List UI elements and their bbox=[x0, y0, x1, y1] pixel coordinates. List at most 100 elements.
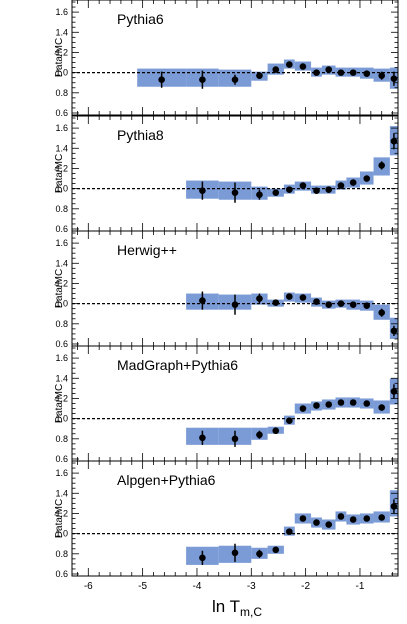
panel-4-plot-area bbox=[72, 378, 398, 447]
data-point bbox=[349, 399, 357, 406]
data-point bbox=[325, 401, 333, 408]
y-tick-label: 0.6 bbox=[55, 224, 68, 234]
data-point bbox=[349, 301, 357, 308]
data-point bbox=[231, 189, 239, 196]
data-point bbox=[337, 513, 345, 520]
data-point bbox=[313, 187, 320, 194]
data-point bbox=[363, 400, 371, 407]
y-tick-label: 0.6 bbox=[55, 454, 68, 464]
data-point bbox=[231, 76, 239, 83]
data-point bbox=[325, 521, 333, 528]
panel-5: 0.6 0.8 1.0 1.2 1.4 1.6 Data/MC Alpgen+Pythia6 bbox=[54, 460, 399, 579]
y-tick-label: 0.8 bbox=[55, 434, 68, 444]
y-tick-label: 0.6 bbox=[55, 569, 68, 579]
data-point bbox=[299, 63, 307, 70]
y-tick-label: 1.2 bbox=[55, 393, 68, 403]
data-point bbox=[378, 162, 386, 169]
data-point bbox=[299, 405, 307, 412]
data-point bbox=[299, 294, 307, 301]
panel-5-plot-area bbox=[72, 490, 398, 565]
data-point bbox=[378, 514, 386, 521]
data-point bbox=[272, 189, 280, 196]
y-tick-label: 1.6 bbox=[55, 353, 68, 363]
y-axis-label: Data/MC bbox=[54, 499, 65, 538]
data-point bbox=[158, 76, 165, 83]
data-point bbox=[363, 515, 371, 522]
y-tick-label: 1.2 bbox=[55, 508, 68, 518]
x-tick-label: -4 bbox=[193, 581, 202, 592]
data-point bbox=[349, 179, 357, 186]
y-tick-label: 1.0 bbox=[55, 184, 68, 194]
y-tick-label: 1.2 bbox=[55, 47, 68, 57]
data-point bbox=[363, 70, 371, 77]
data-point bbox=[256, 295, 263, 302]
data-point bbox=[199, 187, 206, 194]
y-tick-label: 0.8 bbox=[55, 319, 68, 329]
y-tick-label: 1.0 bbox=[55, 529, 68, 539]
data-point bbox=[231, 549, 239, 557]
data-point bbox=[199, 297, 206, 304]
data-point bbox=[313, 298, 320, 305]
data-point bbox=[272, 546, 280, 554]
y-tick-label: 1.4 bbox=[55, 27, 68, 37]
x-axis-label: ln T bbox=[212, 597, 240, 616]
y-tick-label: 1.6 bbox=[55, 7, 68, 17]
y-axis-label: Data/MC bbox=[54, 38, 65, 77]
data-point bbox=[199, 554, 206, 562]
data-point bbox=[286, 528, 293, 535]
data-point bbox=[325, 66, 333, 73]
data-point bbox=[337, 69, 345, 76]
x-axis-label-subscript: m,C bbox=[240, 605, 262, 619]
y-tick-label: 1.4 bbox=[55, 143, 68, 153]
data-point bbox=[390, 75, 398, 82]
data-point bbox=[337, 182, 345, 189]
x-tick-label: -2 bbox=[301, 581, 310, 592]
data-point bbox=[325, 301, 333, 308]
data-point bbox=[272, 427, 280, 435]
y-tick-label: 0.8 bbox=[55, 88, 68, 98]
x-tick-label: -6 bbox=[84, 581, 93, 592]
panel-4: 0.6 0.8 1.0 1.2 1.4 1.6 Data/MC MadGraph+Pythia… bbox=[54, 345, 399, 464]
y-tick-label: 1.4 bbox=[55, 373, 68, 383]
panel-3-plot-area bbox=[72, 291, 398, 339]
data-point bbox=[363, 175, 371, 182]
data-point bbox=[231, 435, 239, 443]
data-point bbox=[378, 72, 386, 79]
data-point bbox=[299, 182, 307, 189]
panel-title: Pythia6 bbox=[117, 11, 164, 27]
data-point bbox=[349, 69, 357, 76]
panel-title: Pythia8 bbox=[117, 127, 164, 143]
y-tick-label: 0.8 bbox=[55, 549, 68, 559]
panel-2: 0.6 0.8 1.0 1.2 1.4 1.6 Data/MC Pythia8 bbox=[54, 115, 399, 234]
data-point bbox=[349, 516, 357, 523]
x-axis-title: ln Tm,C bbox=[212, 597, 262, 619]
data-point bbox=[231, 301, 239, 308]
y-tick-label: 1.4 bbox=[55, 488, 68, 498]
y-tick-label: 1.6 bbox=[55, 238, 68, 248]
x-tick-label: -1 bbox=[356, 581, 365, 592]
y-tick-label: 1.6 bbox=[55, 468, 68, 478]
panel-title: Alpgen+Pythia6 bbox=[117, 472, 216, 488]
panel-1-plot-area bbox=[72, 59, 398, 89]
x-tick-label: -3 bbox=[247, 581, 256, 592]
data-point bbox=[286, 293, 293, 300]
data-point bbox=[363, 302, 371, 309]
y-axis-label: Data/MC bbox=[54, 154, 65, 193]
panel-3: 0.6 0.8 1.0 1.2 1.4 1.6 Data/MC Herwig++ bbox=[54, 230, 399, 349]
data-point bbox=[286, 417, 293, 424]
data-point bbox=[313, 519, 320, 526]
y-axis-label: Data/MC bbox=[54, 384, 65, 423]
data-point bbox=[378, 404, 386, 411]
data-point bbox=[337, 399, 345, 406]
y-tick-label: 0.6 bbox=[55, 108, 68, 118]
data-point bbox=[256, 431, 263, 439]
panel-title: Herwig++ bbox=[117, 242, 177, 258]
y-tick-label: 1.6 bbox=[55, 123, 68, 133]
data-point bbox=[272, 66, 280, 73]
data-point bbox=[199, 76, 206, 83]
panel-title: MadGraph+Pythia6 bbox=[117, 357, 238, 373]
data-point bbox=[378, 309, 386, 317]
data-point bbox=[256, 191, 263, 198]
panels-group: 0.6 0.8 1.0 1.2 1.4 1.6 Data/MC Pythia6 0.6 0.8 1.… bbox=[54, 0, 399, 592]
